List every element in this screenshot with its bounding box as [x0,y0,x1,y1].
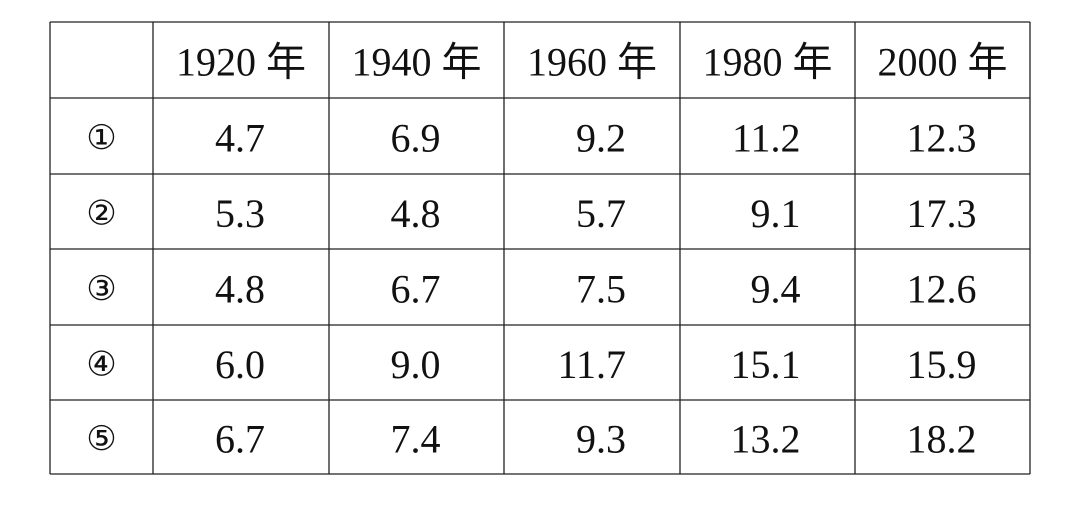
cell-value: 6.9 [391,116,441,161]
cell-value: 12.6 [907,267,977,312]
cell-value: 11.2 [732,116,801,161]
cell-value: 13.2 [731,417,801,462]
cell-value: 5.7 [576,191,626,236]
cell-value: 7.4 [391,417,441,462]
cell-value: 9.3 [576,417,626,462]
column-header: 1920 年 [176,40,306,85]
column-header: 1960 年 [527,40,657,85]
column-header: 1940 年 [352,40,482,85]
cell-value: 6.7 [215,417,265,462]
row-label: ② [86,194,116,234]
cell-value: 17.3 [907,191,977,236]
cell-value: 5.3 [215,191,265,236]
row-label: ③ [86,269,116,309]
cell-value: 6.7 [391,267,441,312]
cell-value: 9.1 [751,191,801,236]
column-header: 1980 年 [703,40,833,85]
cell-value: 15.1 [731,342,801,387]
column-header: 2000 年 [878,40,1008,85]
cell-value: 9.4 [751,267,801,312]
cell-value: 4.8 [391,191,441,236]
cell-value: 18.2 [907,417,977,462]
cell-value: 12.3 [907,116,977,161]
cell-value: 4.7 [215,116,265,161]
cell-value: 4.8 [215,267,265,312]
cell-value: 7.5 [576,267,626,312]
cell-value: 15.9 [907,342,977,387]
row-label: ① [86,118,116,158]
row-label: ⑤ [86,419,116,459]
cell-value: 6.0 [215,342,265,387]
cell-value: 9.0 [391,342,441,387]
row-label: ④ [86,345,116,385]
cell-value: 9.2 [576,116,626,161]
cell-value: 11.7 [557,342,626,387]
